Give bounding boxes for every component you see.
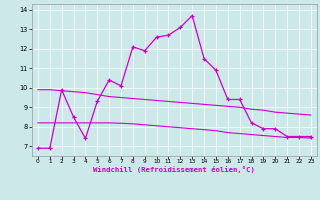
- X-axis label: Windchill (Refroidissement éolien,°C): Windchill (Refroidissement éolien,°C): [93, 166, 255, 173]
